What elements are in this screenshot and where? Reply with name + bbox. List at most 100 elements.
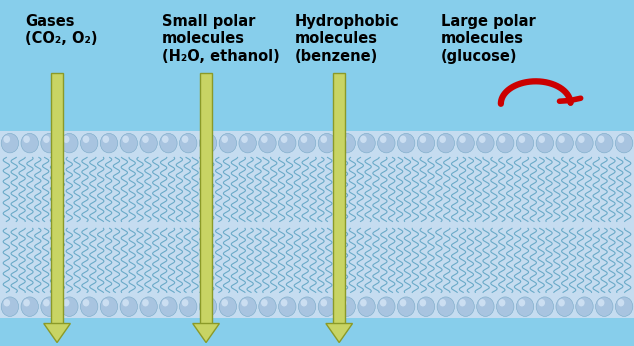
Ellipse shape	[519, 299, 525, 307]
Ellipse shape	[301, 299, 307, 307]
Ellipse shape	[417, 134, 435, 153]
Ellipse shape	[241, 136, 248, 143]
Ellipse shape	[202, 136, 208, 143]
Ellipse shape	[595, 134, 613, 153]
Ellipse shape	[338, 297, 356, 316]
Ellipse shape	[239, 297, 256, 316]
Ellipse shape	[43, 136, 49, 143]
Ellipse shape	[479, 136, 486, 143]
Ellipse shape	[142, 136, 149, 143]
Ellipse shape	[558, 299, 565, 307]
Ellipse shape	[479, 299, 486, 307]
Ellipse shape	[595, 297, 613, 316]
Ellipse shape	[100, 134, 118, 153]
Ellipse shape	[380, 136, 387, 143]
Ellipse shape	[41, 297, 58, 316]
Ellipse shape	[259, 297, 276, 316]
Ellipse shape	[281, 299, 287, 307]
Ellipse shape	[239, 134, 256, 153]
Ellipse shape	[420, 136, 426, 143]
Ellipse shape	[576, 134, 593, 153]
Bar	[333, 73, 345, 324]
Ellipse shape	[618, 136, 624, 143]
Ellipse shape	[519, 136, 525, 143]
Ellipse shape	[538, 136, 545, 143]
Ellipse shape	[221, 299, 228, 307]
Ellipse shape	[578, 136, 585, 143]
Ellipse shape	[122, 299, 129, 307]
Ellipse shape	[61, 297, 78, 316]
Ellipse shape	[202, 299, 208, 307]
Polygon shape	[326, 324, 353, 343]
Ellipse shape	[459, 299, 466, 307]
Ellipse shape	[61, 134, 78, 153]
Ellipse shape	[1, 297, 18, 316]
Ellipse shape	[3, 136, 10, 143]
Ellipse shape	[378, 297, 395, 316]
Ellipse shape	[616, 134, 633, 153]
Ellipse shape	[281, 136, 287, 143]
Ellipse shape	[457, 134, 474, 153]
Text: Small polar
molecules
(H₂O, ethanol): Small polar molecules (H₂O, ethanol)	[162, 14, 280, 64]
Ellipse shape	[616, 297, 633, 316]
Ellipse shape	[219, 134, 236, 153]
Ellipse shape	[439, 299, 446, 307]
Ellipse shape	[162, 299, 169, 307]
Ellipse shape	[221, 136, 228, 143]
Ellipse shape	[417, 297, 435, 316]
Polygon shape	[193, 324, 219, 343]
Bar	[51, 73, 63, 324]
Text: Hydrophobic
molecules
(benzene): Hydrophobic molecules (benzene)	[295, 14, 399, 64]
Ellipse shape	[160, 134, 177, 153]
Ellipse shape	[499, 299, 505, 307]
Ellipse shape	[160, 297, 177, 316]
Ellipse shape	[278, 134, 296, 153]
Ellipse shape	[122, 136, 129, 143]
Ellipse shape	[81, 134, 98, 153]
Ellipse shape	[299, 134, 316, 153]
Ellipse shape	[199, 134, 217, 153]
Ellipse shape	[437, 134, 455, 153]
Ellipse shape	[358, 134, 375, 153]
Ellipse shape	[338, 134, 356, 153]
Ellipse shape	[516, 134, 534, 153]
Ellipse shape	[43, 299, 49, 307]
Ellipse shape	[516, 297, 534, 316]
Ellipse shape	[259, 134, 276, 153]
Ellipse shape	[261, 299, 268, 307]
Ellipse shape	[41, 134, 58, 153]
Ellipse shape	[140, 134, 157, 153]
Ellipse shape	[598, 299, 604, 307]
Ellipse shape	[538, 299, 545, 307]
Ellipse shape	[261, 136, 268, 143]
Ellipse shape	[278, 297, 296, 316]
Ellipse shape	[182, 299, 188, 307]
Ellipse shape	[318, 134, 335, 153]
Ellipse shape	[380, 299, 387, 307]
Ellipse shape	[320, 136, 327, 143]
Ellipse shape	[420, 299, 426, 307]
Ellipse shape	[399, 136, 406, 143]
Ellipse shape	[219, 297, 236, 316]
Ellipse shape	[360, 299, 366, 307]
Ellipse shape	[21, 134, 39, 153]
Ellipse shape	[82, 136, 89, 143]
Ellipse shape	[496, 297, 514, 316]
Text: Large polar
molecules
(glucose): Large polar molecules (glucose)	[441, 14, 535, 64]
Text: Gases
(CO₂, O₂): Gases (CO₂, O₂)	[25, 14, 98, 46]
Ellipse shape	[82, 299, 89, 307]
Ellipse shape	[477, 297, 494, 316]
Ellipse shape	[241, 299, 248, 307]
Ellipse shape	[142, 299, 149, 307]
Ellipse shape	[179, 134, 197, 153]
Ellipse shape	[103, 299, 109, 307]
Ellipse shape	[360, 136, 366, 143]
Ellipse shape	[398, 297, 415, 316]
Ellipse shape	[378, 134, 395, 153]
Ellipse shape	[63, 299, 70, 307]
Ellipse shape	[536, 297, 553, 316]
Ellipse shape	[459, 136, 466, 143]
Ellipse shape	[576, 297, 593, 316]
Ellipse shape	[1, 134, 18, 153]
Ellipse shape	[558, 136, 565, 143]
